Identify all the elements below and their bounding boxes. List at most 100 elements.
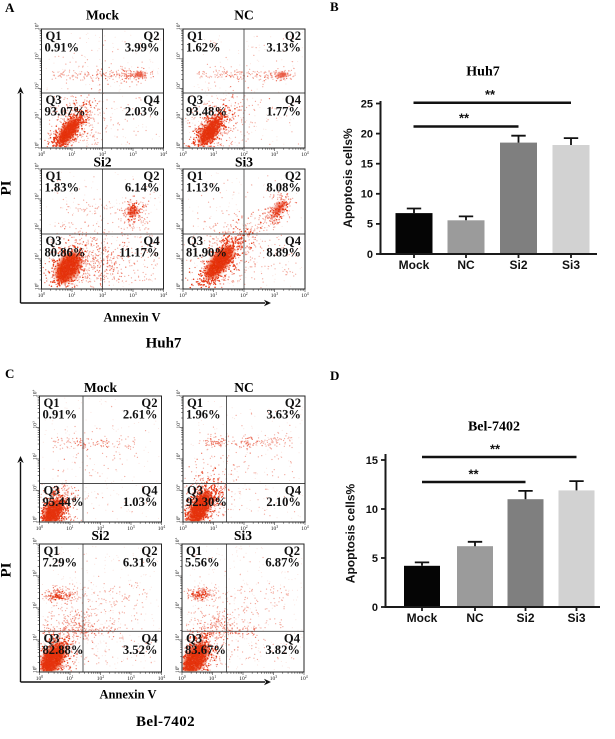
svg-text:Annexin V: Annexin V (99, 688, 156, 702)
svg-text:Q1: Q1 (187, 169, 203, 183)
svg-text:101: 101 (175, 253, 182, 261)
svg-text:NC: NC (457, 258, 475, 272)
svg-text:104: 104 (158, 675, 166, 682)
svg-text:0: 0 (367, 249, 373, 261)
svg-text:102: 102 (34, 82, 41, 90)
svg-text:Si3: Si3 (562, 258, 580, 272)
svg-text:Si3: Si3 (234, 528, 252, 543)
svg-text:101: 101 (66, 675, 74, 682)
svg-text:100: 100 (174, 666, 181, 674)
svg-text:Q1: Q1 (46, 169, 62, 183)
svg-text:Q4: Q4 (143, 93, 160, 107)
svg-text:1.96%: 1.96% (186, 408, 221, 422)
svg-text:102: 102 (34, 223, 41, 231)
svg-text:100: 100 (38, 292, 46, 299)
svg-text:102: 102 (240, 151, 248, 158)
svg-text:Si2: Si2 (91, 528, 109, 543)
svg-text:104: 104 (34, 163, 41, 171)
svg-text:102: 102 (175, 223, 182, 231)
svg-text:100: 100 (32, 666, 39, 674)
svg-text:95.44%: 95.44% (43, 495, 84, 509)
svg-text:104: 104 (301, 292, 309, 299)
svg-text:Q3: Q3 (46, 234, 62, 248)
svg-text:93.07%: 93.07% (45, 105, 86, 119)
svg-text:3.63%: 3.63% (266, 408, 301, 422)
svg-text:100: 100 (34, 142, 41, 150)
svg-text:104: 104 (301, 151, 309, 158)
svg-text:C: C (5, 366, 14, 381)
svg-text:Q3: Q3 (44, 484, 60, 498)
svg-text:104: 104 (175, 390, 182, 398)
svg-text:Q1: Q1 (46, 29, 62, 43)
svg-text:104: 104 (160, 151, 168, 158)
svg-text:103: 103 (34, 52, 41, 60)
svg-text:103: 103 (32, 421, 39, 429)
svg-text:Q1: Q1 (187, 29, 203, 43)
svg-text:Q1: Q1 (187, 396, 203, 410)
svg-text:101: 101 (210, 292, 218, 299)
svg-text:102: 102 (175, 82, 182, 90)
svg-text:103: 103 (271, 292, 279, 299)
svg-text:Q4: Q4 (285, 484, 302, 498)
svg-text:Q3: Q3 (187, 93, 203, 107)
svg-text:Q2: Q2 (285, 29, 301, 43)
svg-text:103: 103 (175, 421, 182, 429)
svg-text:15: 15 (361, 159, 373, 171)
svg-text:Q2: Q2 (284, 544, 300, 558)
svg-text:80.86%: 80.86% (45, 246, 86, 260)
svg-text:5: 5 (367, 219, 373, 231)
svg-text:Apoptosis cells%: Apoptosis cells% (341, 128, 355, 228)
svg-text:83.67%: 83.67% (185, 643, 226, 657)
svg-text:100: 100 (175, 142, 182, 150)
svg-text:104: 104 (32, 390, 39, 398)
svg-text:100: 100 (179, 525, 187, 532)
svg-text:Q1: Q1 (186, 544, 202, 558)
svg-text:0: 0 (372, 602, 378, 614)
svg-text:103: 103 (174, 570, 181, 578)
svg-text:Q2: Q2 (285, 169, 301, 183)
svg-text:102: 102 (97, 675, 105, 682)
svg-text:101: 101 (68, 292, 76, 299)
svg-text:Si3: Si3 (235, 155, 253, 170)
svg-text:Q2: Q2 (141, 396, 157, 410)
svg-text:Q2: Q2 (143, 29, 159, 43)
svg-text:Q4: Q4 (141, 484, 158, 498)
svg-text:Mock: Mock (399, 258, 430, 272)
svg-text:101: 101 (174, 634, 181, 642)
svg-text:Q4: Q4 (284, 631, 301, 645)
svg-text:1.62%: 1.62% (186, 41, 221, 55)
svg-text:2.03%: 2.03% (125, 105, 160, 119)
svg-text:102: 102 (240, 292, 248, 299)
svg-text:1.77%: 1.77% (266, 105, 301, 119)
svg-text:0.91%: 0.91% (45, 41, 80, 55)
svg-text:104: 104 (175, 163, 182, 171)
svg-text:103: 103 (271, 151, 279, 158)
svg-text:6.31%: 6.31% (123, 556, 158, 570)
svg-text:102: 102 (99, 292, 107, 299)
svg-text:3.52%: 3.52% (123, 643, 158, 657)
svg-text:25: 25 (361, 98, 373, 110)
svg-text:1.13%: 1.13% (186, 181, 221, 195)
svg-text:101: 101 (175, 484, 182, 492)
svg-text:100: 100 (179, 292, 187, 299)
svg-text:101: 101 (68, 151, 76, 158)
svg-text:Bel-7402: Bel-7402 (136, 714, 195, 730)
svg-text:3.99%: 3.99% (125, 41, 160, 55)
svg-text:100: 100 (36, 675, 44, 682)
svg-text:102: 102 (32, 453, 39, 461)
svg-text:102: 102 (32, 602, 39, 610)
svg-text:Q3: Q3 (186, 631, 202, 645)
svg-text:Q4: Q4 (285, 234, 302, 248)
svg-text:Q2: Q2 (141, 544, 157, 558)
svg-text:Q1: Q1 (44, 544, 60, 558)
svg-text:101: 101 (32, 484, 39, 492)
svg-text:Annexin V: Annexin V (103, 311, 160, 325)
svg-text:100: 100 (175, 516, 182, 524)
svg-text:102: 102 (175, 453, 182, 461)
svg-text:102: 102 (99, 151, 107, 158)
svg-text:103: 103 (34, 193, 41, 201)
svg-text:102: 102 (174, 602, 181, 610)
svg-text:101: 101 (210, 525, 218, 532)
svg-text:100: 100 (36, 525, 44, 532)
svg-text:104: 104 (32, 538, 39, 546)
